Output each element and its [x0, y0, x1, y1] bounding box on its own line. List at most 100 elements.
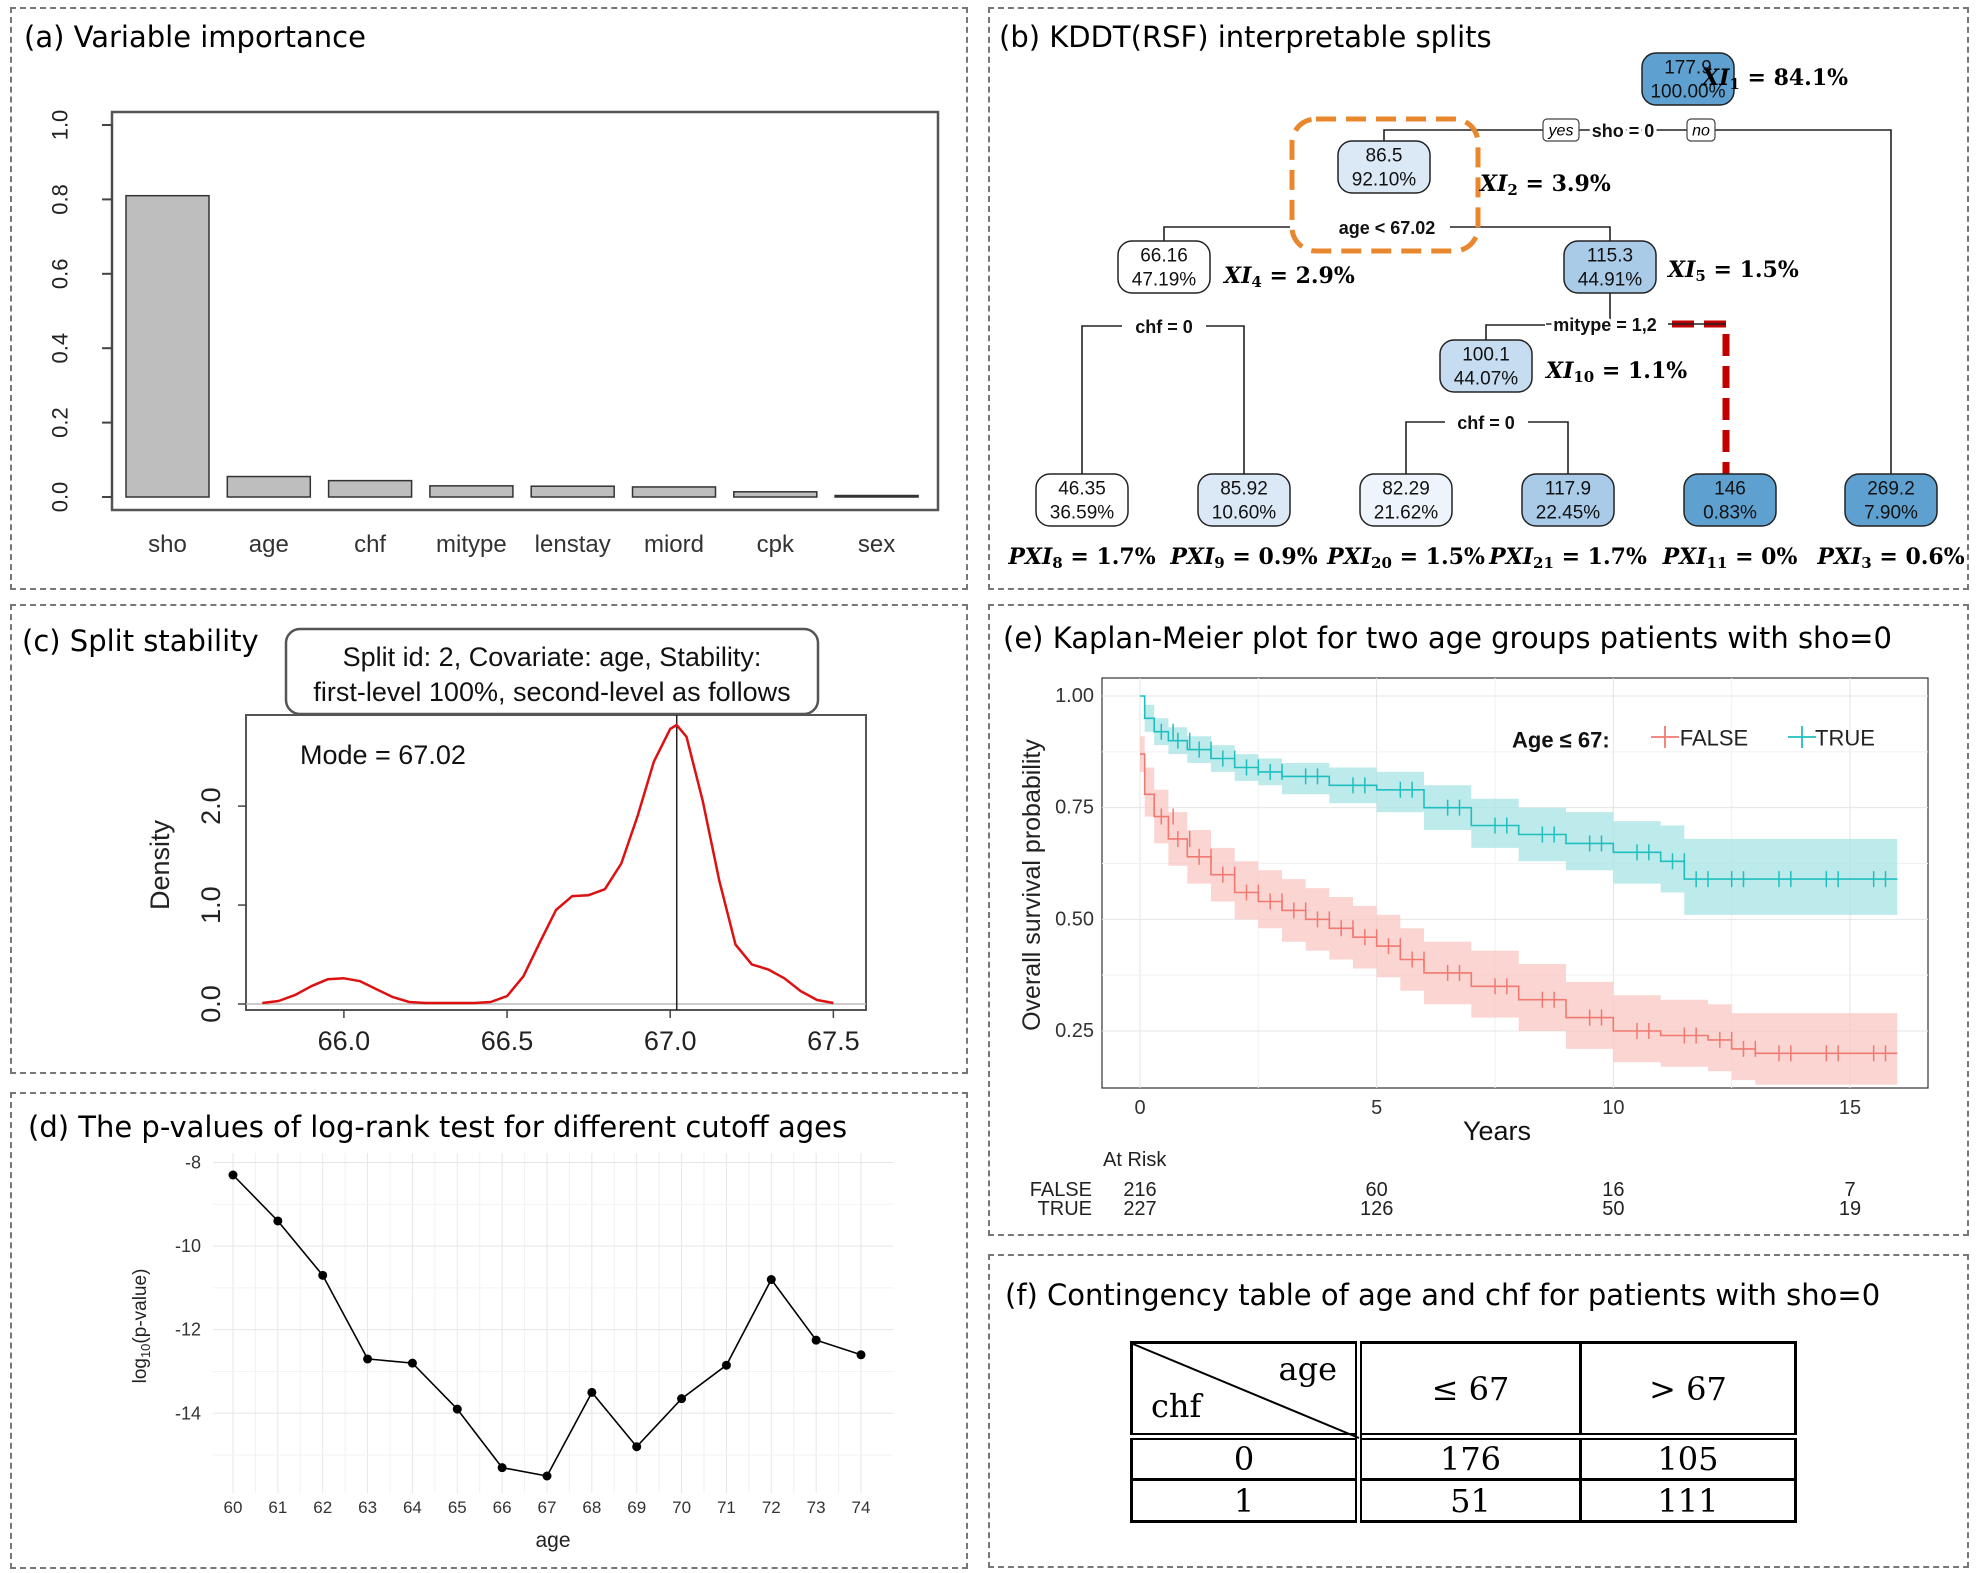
- x-tick-label: 65: [448, 1498, 467, 1517]
- x-tick-label: 66.0: [318, 1026, 371, 1056]
- node-index-label: XI10 = 1.1%: [1544, 358, 1687, 386]
- x-tick-label: age: [249, 531, 289, 558]
- bar-age: [226, 475, 312, 498]
- node-percent: 36.59%: [1050, 503, 1115, 524]
- bar-cpk: [733, 491, 818, 498]
- panel-b-title: (b) KDDT(RSF) interpretable splits: [999, 20, 1492, 54]
- tree-node-n2: [1337, 140, 1431, 194]
- highlight-box: [1289, 116, 1481, 254]
- at-risk-value: 60: [1366, 1179, 1388, 1201]
- plot-box: [245, 714, 867, 1011]
- at-risk-value: 7: [1844, 1179, 1855, 1201]
- corner-diagonal: [1132, 1343, 1360, 1439]
- plot-background: [213, 1153, 893, 1493]
- x-tick-label: 66.5: [481, 1026, 534, 1056]
- legend-label-false: FALSE: [1680, 726, 1748, 751]
- x-tick-label: 0: [1134, 1097, 1145, 1119]
- x-tick-label: 67.5: [807, 1026, 860, 1056]
- mode-annotation: Mode = 67.02: [300, 740, 466, 770]
- node-index-label: PXI8 = 1.7%: [1007, 544, 1155, 572]
- yes-tag-box: [1542, 118, 1580, 142]
- panel-f-frame: [988, 1254, 1969, 1568]
- ci-band-true: [1140, 696, 1898, 915]
- x-tick-label: chf: [354, 531, 386, 558]
- x-tick-label: sex: [858, 531, 895, 558]
- node-value: 86.5: [1366, 146, 1403, 167]
- table-corner-cell: age chf: [1129, 1341, 1363, 1439]
- tree-node-n3: [1844, 473, 1938, 527]
- node-percent: 92.10%: [1352, 170, 1417, 191]
- split-label-s1: sho = 0: [1592, 121, 1655, 141]
- x-tick-label: 62: [313, 1498, 332, 1517]
- node-index-label: PXI9 = 0.9%: [1169, 544, 1317, 572]
- tree-node-n1: [1641, 52, 1735, 106]
- pvalue-point: [677, 1394, 687, 1404]
- node-value: 85.92: [1220, 479, 1268, 500]
- x-tick-label: 67: [538, 1498, 557, 1517]
- panel-a-frame: [10, 7, 968, 590]
- pvalue-point: [721, 1360, 731, 1370]
- panel-c-frame: [10, 604, 968, 1074]
- node-value: 100.1: [1462, 345, 1510, 366]
- x-tick-label: 67.0: [644, 1026, 697, 1056]
- split-label-s2: age < 67.02: [1339, 218, 1436, 238]
- at-risk-row-label: TRUE: [1038, 1198, 1092, 1220]
- at-risk-title: At Risk: [1103, 1149, 1167, 1171]
- node-percent: 0.83%: [1703, 503, 1757, 524]
- x-tick-label: lenstay: [535, 531, 611, 558]
- node-index-label: PXI11 = 0%: [1662, 544, 1798, 572]
- x-tick-label: 10: [1602, 1097, 1624, 1119]
- legend-title: Age ≤ 67:: [1512, 728, 1610, 753]
- y-tick-label: -10: [175, 1236, 201, 1256]
- x-tick-label: 71: [717, 1498, 736, 1517]
- y-tick-label: 0.0: [48, 482, 73, 513]
- no-tag-box: [1686, 118, 1716, 142]
- node-index-label: XI2 = 3.9%: [1478, 171, 1611, 199]
- at-risk-value: 50: [1602, 1198, 1624, 1220]
- pvalue-point: [228, 1170, 238, 1180]
- x-tick-label: 68: [582, 1498, 601, 1517]
- y-tick-label: -14: [175, 1403, 201, 1423]
- x-tick-label: sho: [148, 531, 187, 558]
- at-risk-value: 16: [1602, 1179, 1624, 1201]
- at-risk-value: 19: [1839, 1198, 1861, 1220]
- pvalue-point: [363, 1354, 373, 1364]
- panel-f-title: (f) Contingency table of age and chf for…: [1005, 1278, 1881, 1312]
- node-percent: 21.62%: [1374, 503, 1439, 524]
- pvalue-point: [856, 1350, 866, 1360]
- cell-value: 105: [1578, 1435, 1798, 1481]
- tree-edge: [1163, 226, 1290, 245]
- panel-d-title: (d) The p-values of log-rank test for di…: [28, 1110, 848, 1144]
- pvalue-point: [811, 1335, 821, 1345]
- pvalue-point: [407, 1358, 417, 1368]
- tree-edge: [1405, 421, 1445, 478]
- pvalue-point: [587, 1387, 597, 1397]
- tree-edge: [1528, 421, 1569, 478]
- cell-value: 51: [1357, 1478, 1582, 1523]
- row-header: chf: [1151, 1387, 1202, 1425]
- cell-value: 111: [1578, 1478, 1798, 1523]
- at-risk-value: 227: [1123, 1198, 1156, 1220]
- x-tick-label: 64: [403, 1498, 422, 1517]
- pvalue-point: [273, 1216, 283, 1226]
- x-tick-label: 70: [672, 1498, 691, 1517]
- pvalue-point: [452, 1404, 462, 1414]
- row-label: 0: [1129, 1435, 1363, 1481]
- y-tick-label: 1.00: [1055, 685, 1094, 707]
- row-label: 1: [1129, 1478, 1363, 1523]
- node-value: 66.16: [1140, 246, 1188, 267]
- at-risk-value: 216: [1123, 1179, 1156, 1201]
- tree-node-n20: [1359, 473, 1453, 527]
- table-row: 1 51 111: [1129, 1478, 1798, 1523]
- split-label-s4: chf = 0: [1135, 317, 1193, 337]
- x-tick-label: 63: [358, 1498, 377, 1517]
- x-tick-label: 61: [268, 1498, 287, 1517]
- x-tick-label: 60: [224, 1498, 243, 1517]
- pvalue-point: [497, 1463, 507, 1473]
- node-value: 115.3: [1587, 246, 1633, 267]
- y-tick-label: 0.25: [1055, 1020, 1094, 1042]
- node-index-label: PXI3 = 0.6%: [1816, 544, 1964, 572]
- tree-edge: [1450, 226, 1611, 245]
